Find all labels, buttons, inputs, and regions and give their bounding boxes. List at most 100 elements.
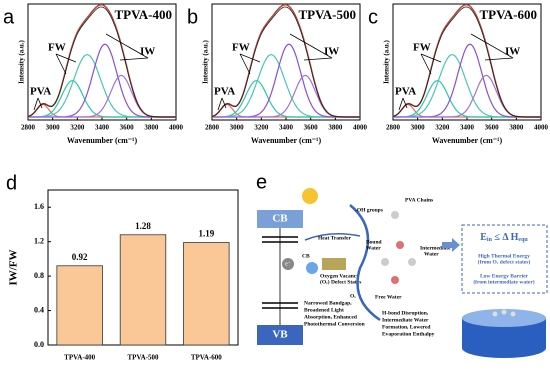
x-tick-label: 3800 [509,124,524,132]
annotation-arrow [239,53,251,75]
intermediate-text: Water [424,251,439,257]
x-tick-label: 4000 [169,124,184,132]
chart-title: TPVA-500 [298,7,356,22]
y-tick-label: 0.8 [34,271,44,280]
diagram-panel: e CB VB e⁻ CB Heat Transfer Oxygen Vacan… [256,171,548,358]
vb-label: VB [272,329,288,341]
cb-box [257,210,303,228]
annotation: PVA [395,86,416,98]
x-tick-label: 3000 [411,124,426,132]
panel-label: b [187,6,198,28]
spectrum [392,6,541,118]
y-tick-label: 0.4 [34,305,44,314]
annotation-arrow [239,53,261,63]
heat-arrow [304,233,361,241]
x-tick-label: 4000 [534,124,549,132]
high-text: High Thermal Energy [478,253,530,259]
annotation: PVA [214,86,235,98]
x-axis-label: Wavenumber (cm⁻¹) [67,136,138,145]
bound-text: Water [366,245,381,251]
panel-label: d [6,172,17,194]
left-note: Narrowed Bandgap, [304,300,352,306]
spectrum [27,6,176,118]
electron [282,258,294,270]
bar [56,265,103,346]
low-text: Low Energy Barrier [480,273,529,279]
vacancy-text: Oxygen Vacancy [320,273,359,279]
pva-chain [349,204,381,322]
intermediate-text: Intermediate [420,245,451,251]
low-text: (from intermediate water) [473,278,534,285]
x-tick-label: 2800 [205,124,220,132]
annotation-arrow [398,97,404,111]
annotation-arrow [420,53,432,75]
x-tick-label: 3600 [120,124,135,132]
x-tick-label: 3800 [144,124,159,132]
x-tick-label: 3600 [485,124,500,132]
x-tick-label: 3400 [95,124,110,132]
pva-text: PVA Chains [405,197,433,203]
equation-box [461,224,548,294]
annotation-arrow [55,53,77,63]
y-axis-label: Intensity (a.u.) [383,39,391,83]
cb-label: CB [272,213,288,225]
annotation: IW [140,46,155,58]
value-label: 1.28 [135,221,151,231]
annotation-arrow [484,57,514,61]
container [462,309,546,358]
x-tick-label: 3400 [460,124,475,132]
annotation-arrow [289,33,333,59]
sun [302,188,318,204]
x-tick-label: 2800 [21,124,36,132]
right-note: Evaporation Enthalpy [382,331,435,337]
free-text: Free Water [375,294,402,300]
x-tick-label: 3800 [328,124,343,132]
annotation: FW [413,42,431,54]
layer [322,258,346,270]
chart-title: TPVA-400 [114,7,172,22]
x-tick-label: 3400 [279,124,294,132]
value-label: 0.92 [72,252,88,262]
y-axis-label: Intensity (a.u.) [202,39,210,83]
annotation: FW [48,42,66,54]
annotation-arrow [33,97,39,111]
cb-small: CB [302,253,310,259]
x-axis-label: Wavenumber (cm⁻¹) [251,136,322,145]
annotation-arrow [37,97,43,109]
value-label: 1.19 [198,229,214,239]
bound-text: Bound [366,239,382,245]
annotation: IW [505,46,520,58]
vb-box [257,325,303,345]
annotation: FW [232,42,250,54]
x-tick-label: 4000 [353,124,368,132]
y-tick-label: 0.0 [34,340,44,349]
annotation-arrow [105,33,149,59]
right-note: H-bond Disruption, [382,310,429,316]
equation: Ein ≤ Δ Hequ [480,232,528,243]
x-tick-label: 3600 [304,124,319,132]
y-axis-label: IW/FW [8,249,20,285]
annotation-arrow [470,33,514,59]
annotation-arrow [217,97,223,111]
annotation-arrow [221,97,227,109]
y-tick-label: 1.6 [34,202,44,211]
bar [119,234,167,346]
annotation-arrow [303,57,333,61]
x-tick-label: TPVA-400 [64,354,95,362]
panel-label: c [368,6,378,28]
x-tick-label: 3000 [230,124,245,132]
annotation: PVA [30,86,51,98]
y-tick-label: 1.2 [34,236,44,245]
x-tick-label: 3000 [46,124,61,132]
spectrum [211,6,360,118]
chart-title: TPVA-600 [479,7,537,22]
oh-text: -OH groups [355,207,383,213]
left-note: Photothermal Conversion [304,321,365,327]
arrow [442,238,460,252]
bar [183,242,230,346]
annotation-arrow [420,53,442,63]
high-text: (from Oᵥ defect states) [478,258,531,265]
molecules [381,211,416,284]
x-tick-label: 2800 [386,124,401,132]
